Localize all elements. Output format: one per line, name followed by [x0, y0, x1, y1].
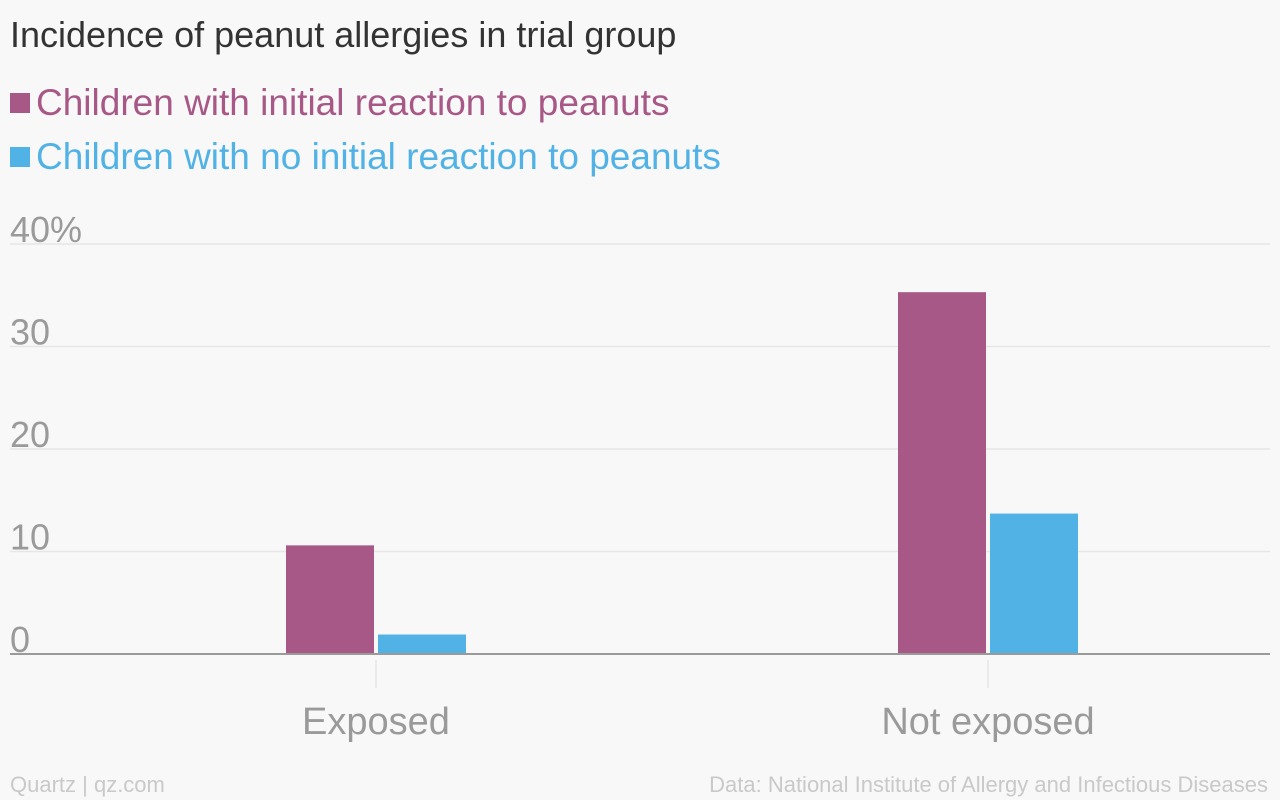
- y-tick-label: 0: [10, 619, 30, 660]
- x-tick-label: Not exposed: [881, 701, 1094, 743]
- x-tick-label: Exposed: [302, 701, 450, 743]
- legend-label-no-initial-reaction: Children with no initial reaction to pea…: [36, 136, 721, 177]
- chart-title: Incidence of peanut allergies in trial g…: [10, 14, 677, 55]
- bar: [898, 292, 986, 654]
- legend-label-initial-reaction: Children with initial reaction to peanut…: [36, 82, 670, 123]
- legend-item-initial-reaction: Children with initial reaction to peanut…: [10, 76, 721, 130]
- footer-data-source: Data: National Institute of Allergy and …: [709, 772, 1268, 797]
- y-tick-label: 40%: [10, 209, 82, 250]
- bar: [378, 634, 466, 654]
- y-tick-label: 10: [10, 517, 50, 558]
- chart-legend: Children with initial reaction to peanut…: [10, 76, 721, 184]
- y-tick-label: 20: [10, 414, 50, 455]
- legend-swatch-no-initial-reaction: [10, 147, 30, 167]
- bar: [286, 545, 374, 654]
- bar: [990, 513, 1078, 654]
- legend-item-no-initial-reaction: Children with no initial reaction to pea…: [10, 130, 721, 184]
- y-tick-label: 30: [10, 312, 50, 353]
- footer-credit: Quartz | qz.com: [10, 772, 165, 797]
- legend-swatch-initial-reaction: [10, 93, 30, 113]
